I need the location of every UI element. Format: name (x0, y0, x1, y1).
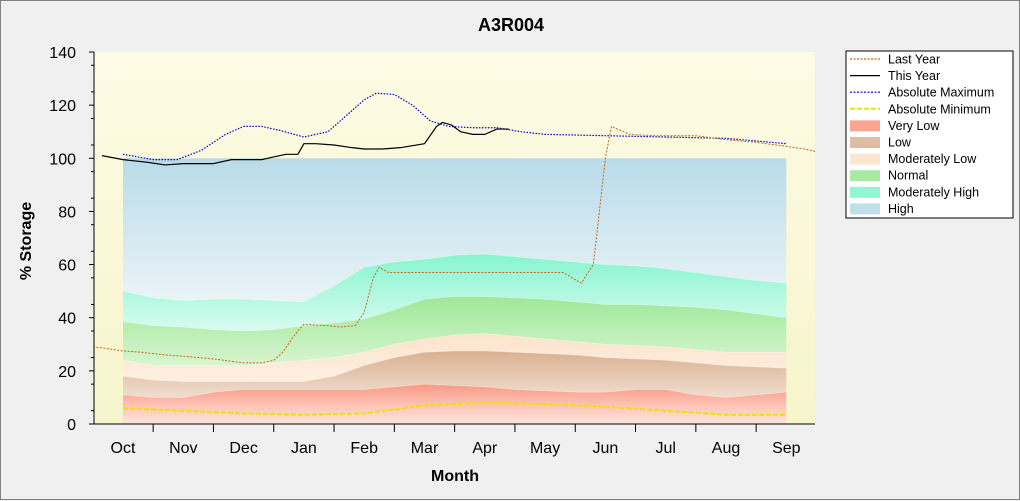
storage-bands (122, 158, 787, 424)
legend-swatch (850, 137, 880, 148)
legend-label: Normal (888, 169, 928, 183)
legend-item-absolute-maximum: Absolute Maximum (850, 86, 994, 100)
legend-label: Absolute Maximum (888, 86, 994, 100)
legend-swatch (850, 120, 880, 132)
band-edge-very-low (122, 383, 787, 398)
legend: Last Year This Year Absolute Maximum Absolu… (845, 50, 1014, 219)
legend-item-moderately-high: Moderately High (850, 185, 979, 199)
legend-item-last-year: Last Year (850, 53, 940, 67)
band-moderately-high (123, 253, 787, 331)
legend-item-absolute-minimum: Absolute Minimum (850, 102, 991, 116)
legend-label: Moderately High (888, 185, 979, 199)
legend-item-very-low: Very Low (850, 119, 940, 133)
legend-swatch (850, 186, 880, 198)
band-high (123, 158, 787, 302)
legend-label: Very Low (888, 119, 940, 133)
band-normal (123, 296, 787, 366)
legend-item-high: High (850, 202, 914, 216)
legend-label: Moderately Low (888, 152, 977, 166)
x-tick-label: Sep (772, 440, 801, 457)
y-axis-label: % Storage (18, 202, 35, 280)
legend-swatch (850, 153, 880, 165)
band-edge-moderately-high (122, 253, 787, 303)
y-tick-label: 140 (49, 45, 76, 62)
this-year-line (101, 121, 509, 166)
y-tick-label: 20 (58, 364, 76, 381)
x-tick-label: Mar (411, 440, 439, 457)
x-tick-label: Jun (593, 440, 619, 457)
band-low (123, 350, 787, 398)
band-moderately-low (123, 333, 787, 382)
legend-label: Low (888, 136, 912, 150)
x-tick-label: Jan (291, 440, 317, 457)
y-ticks: 0 20 40 60 80 100 120 140 (49, 45, 94, 434)
x-tick-label: May (530, 440, 560, 457)
legend-item-normal: Normal (850, 169, 928, 183)
legend-label: Absolute Minimum (888, 102, 991, 116)
last-year-line (94, 125, 815, 364)
legend-label: This Year (888, 69, 940, 83)
x-tick-label: Feb (350, 440, 378, 457)
y-tick-label: 120 (49, 98, 76, 115)
y-tick-label: 60 (58, 258, 76, 275)
band-edge-low (122, 350, 787, 382)
x-axis-label: Month (431, 468, 479, 485)
x-ticks: Oct Nov Dec Jan Feb Mar Apr May Jun Jul Aug Sep (111, 424, 801, 457)
x-tick-label: Apr (472, 440, 498, 457)
y-tick-label: 100 (49, 151, 76, 168)
band-edge-normal (122, 296, 787, 332)
y-tick-label: 0 (67, 417, 76, 434)
x-tick-label: Dec (229, 440, 257, 457)
band-edge-moderately-low (122, 333, 787, 366)
x-tick-label: Jul (655, 440, 675, 457)
y-tick-label: 40 (58, 311, 76, 328)
absolute-minimum-line (122, 401, 787, 416)
x-tick-label: Oct (111, 440, 136, 457)
legend-item-this-year: This Year (850, 69, 940, 83)
chart-title: A3R004 (478, 15, 544, 35)
legend-swatch (850, 203, 880, 215)
legend-label: High (888, 202, 914, 216)
x-tick-label: Aug (712, 440, 740, 457)
legend-label: Last Year (888, 53, 940, 67)
legend-swatch (850, 170, 880, 182)
x-tick-label: Nov (169, 440, 197, 457)
y-tick-label: 80 (58, 204, 76, 221)
data-lines (94, 92, 815, 416)
legend-item-low: Low (850, 136, 912, 150)
legend-item-moderately-low: Moderately Low (850, 152, 977, 166)
